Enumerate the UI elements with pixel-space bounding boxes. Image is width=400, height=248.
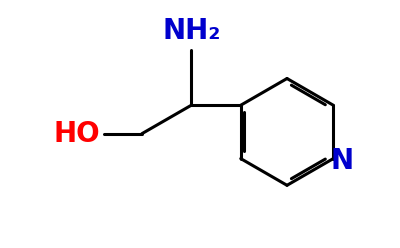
Text: N: N	[330, 147, 354, 175]
Text: NH₂: NH₂	[162, 17, 220, 45]
Text: HO: HO	[54, 120, 100, 148]
